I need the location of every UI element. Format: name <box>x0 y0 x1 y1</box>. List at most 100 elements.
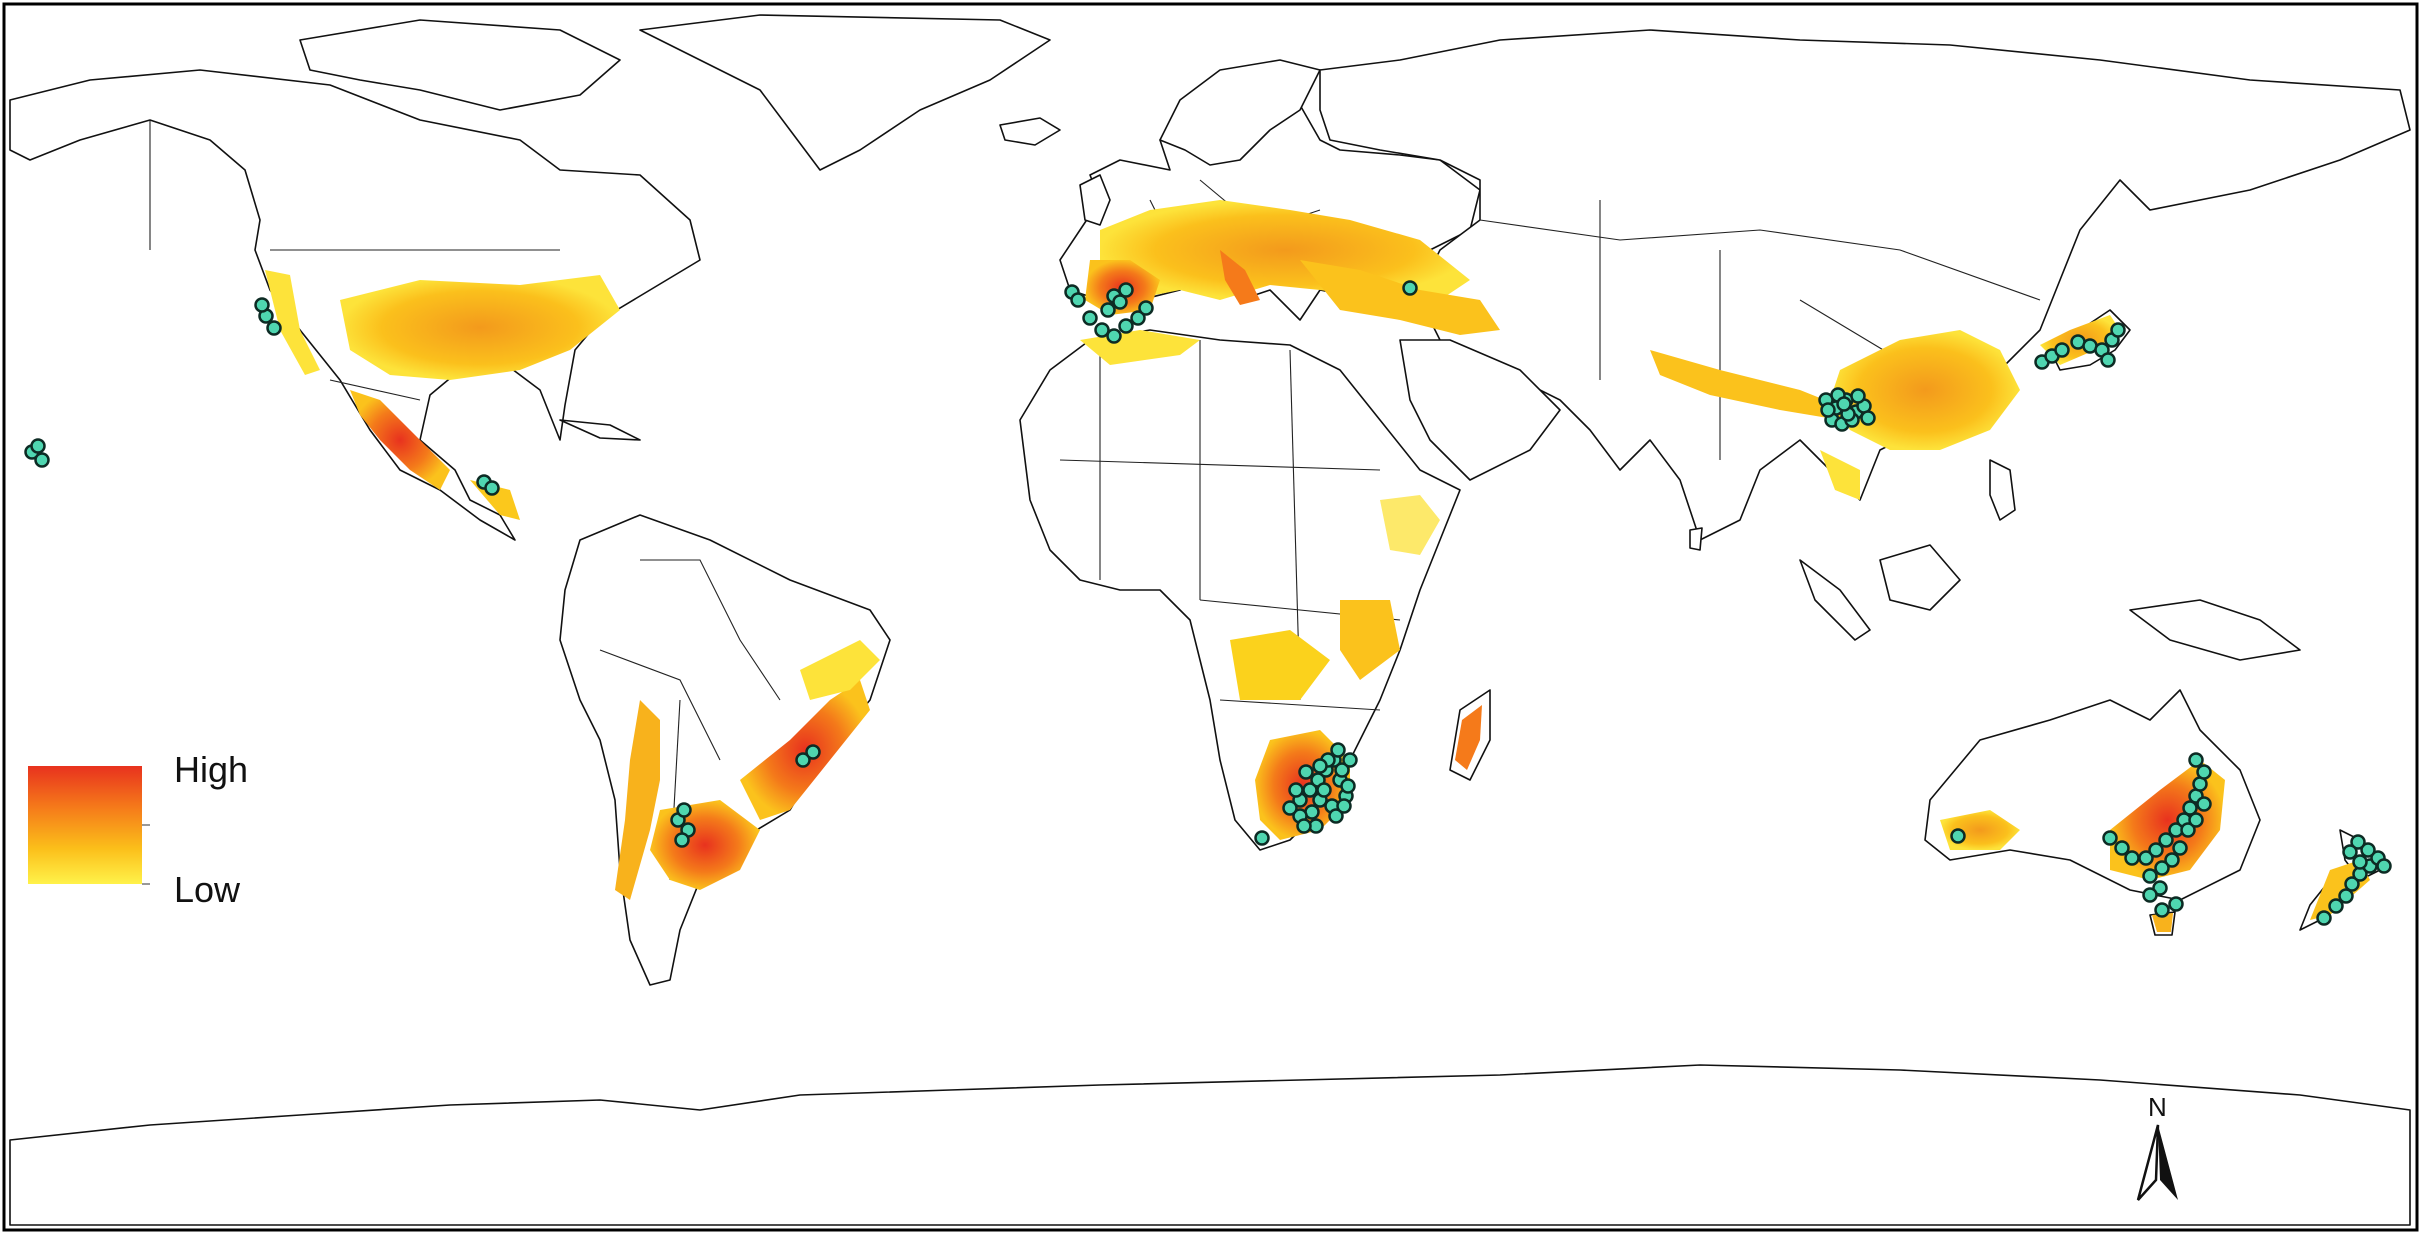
suitability-mexico-highlands <box>350 390 450 490</box>
occurrence-point-iberia <box>1118 318 1134 334</box>
land-antarctica <box>9 1064 2411 1226</box>
occurrence-point-south-africa <box>1312 758 1328 774</box>
suitability-southeast-asia <box>1820 450 1860 500</box>
occurrence-point-southeast-australia <box>2124 850 2140 866</box>
occurrence-point-southeast-australia <box>2142 868 2158 884</box>
occurrence-point-south-africa <box>1342 752 1358 768</box>
land-greenland <box>639 14 1051 171</box>
occurrence-point-iberia <box>1082 310 1098 326</box>
occurrence-point-southeast-australia <box>2196 764 2212 780</box>
occurrence-point-iberia <box>1100 302 1116 318</box>
land-scandinavia <box>1159 59 1321 166</box>
suitability-western-europe <box>1100 200 1470 300</box>
occurrence-point-southeast-australia <box>2172 840 2188 856</box>
occurrence-point-southeast-australia <box>2154 902 2170 918</box>
occurrence-point-southeast-brazil <box>805 744 821 760</box>
occurrence-point-south-africa <box>1316 782 1332 798</box>
occurrence-points <box>24 280 2392 926</box>
occurrence-point-south-africa <box>1334 762 1350 778</box>
occurrence-point-south-africa <box>1296 818 1312 834</box>
suitability-balkans-turkey <box>1300 260 1500 335</box>
occurrence-point-new-zealand <box>2350 834 2366 850</box>
occurrence-point-southeast-australia <box>2142 887 2158 903</box>
occurrence-point-south-africa <box>1288 782 1304 798</box>
suitability-southeast-brazil <box>740 680 870 820</box>
occurrence-point-southeast-australia <box>2114 840 2130 856</box>
legend-color-bar <box>28 766 142 884</box>
suitability-east-africa <box>1340 600 1400 680</box>
occurrence-point-hawaii <box>34 452 50 468</box>
suitability-us-west-coast <box>265 270 320 375</box>
occurrence-point-japan <box>2110 322 2126 338</box>
suitability-eastern-united-states <box>340 275 620 380</box>
occurrence-point-china <box>1836 396 1852 412</box>
occurrence-point-southwest-australia <box>1950 828 1966 844</box>
occurrence-point-iberia <box>1106 328 1122 344</box>
occurrence-point-iberia <box>1094 322 1110 338</box>
occurrence-point-iberia <box>1112 294 1128 310</box>
occurrence-point-new-zealand <box>2352 854 2368 870</box>
north-arrow-icon <box>2158 1125 2178 1200</box>
suitability-himalaya <box>1650 350 1850 420</box>
occurrence-point-southeast-australia <box>2188 812 2204 828</box>
legend-high-label: High <box>174 749 249 790</box>
land-britain <box>1079 174 1111 226</box>
suitability-tasmania <box>2152 913 2173 932</box>
land-sumatra <box>1799 559 1871 641</box>
occurrence-point-south-africa <box>1340 778 1356 794</box>
north-arrow-label: N <box>2148 1092 2167 1122</box>
occurrence-point-southeast-australia <box>2154 860 2170 876</box>
occurrence-point-caucasus <box>1402 280 1418 296</box>
occurrence-point-south-africa <box>1328 808 1344 824</box>
land-arctic-archipelago <box>299 19 621 111</box>
occurrence-point-china <box>1850 388 1866 404</box>
legend-low-label: Low <box>174 869 241 910</box>
suitability-eastern-china <box>1830 330 2020 450</box>
occurrence-point-argentina <box>674 832 690 848</box>
occurrence-point-new-zealand <box>2360 842 2376 858</box>
land-borneo <box>1879 544 1961 611</box>
occurrence-point-southeast-australia <box>2168 896 2184 912</box>
occurrence-point-new-zealand <box>2376 858 2392 874</box>
suitability-central-africa-plateau <box>1230 630 1330 700</box>
land-new-guinea <box>2129 599 2301 661</box>
occurrence-point-iberia <box>1138 300 1154 316</box>
occurrence-point-hawaii <box>30 438 46 454</box>
occurrence-point-southeast-australia <box>2138 850 2154 866</box>
land-arabia <box>1399 339 1561 481</box>
occurrence-point-southeast-australia <box>2164 852 2180 868</box>
occurrence-point-south-africa <box>1336 798 1352 814</box>
suitability-brazil-highlands <box>800 640 880 700</box>
land-south-america <box>559 514 891 986</box>
occurrence-point-southeast-australia <box>2148 842 2164 858</box>
occurrence-point-california <box>266 320 282 336</box>
occurrence-point-japan <box>2100 352 2116 368</box>
suitability-layer <box>265 200 2370 932</box>
occurrence-point-new-zealand <box>2316 910 2332 926</box>
occurrence-point-southeast-australia <box>2196 796 2212 812</box>
occurrence-point-southeast-brazil <box>795 752 811 768</box>
suitability-ethiopian-highlands <box>1380 495 1440 555</box>
north-arrow <box>2136 1124 2178 1201</box>
suitability-central-america <box>470 480 520 520</box>
land-philippines <box>1989 459 2016 521</box>
occurrence-point-iberia <box>1130 310 1146 326</box>
occurrence-point-south-africa <box>1282 800 1298 816</box>
occurrence-point-central-america <box>484 480 500 496</box>
occurrence-point-iberia <box>1070 292 1086 308</box>
occurrence-point-china <box>1860 410 1876 426</box>
country-borders <box>149 120 2041 881</box>
occurrence-point-argentina <box>676 802 692 818</box>
occurrence-point-new-zealand <box>2342 844 2358 860</box>
suitability-andes-argentina <box>615 700 660 900</box>
occurrence-point-new-zealand <box>2328 898 2344 914</box>
suitability-italy <box>1220 250 1260 305</box>
occurrence-point-southeast-australia <box>2188 752 2204 768</box>
land-cuba <box>559 419 641 441</box>
occurrence-point-new-zealand <box>2338 888 2354 904</box>
suitability-madagascar <box>1455 705 1482 770</box>
occurrence-point-south-africa <box>1330 742 1346 758</box>
occurrence-point-new-zealand <box>2344 876 2360 892</box>
